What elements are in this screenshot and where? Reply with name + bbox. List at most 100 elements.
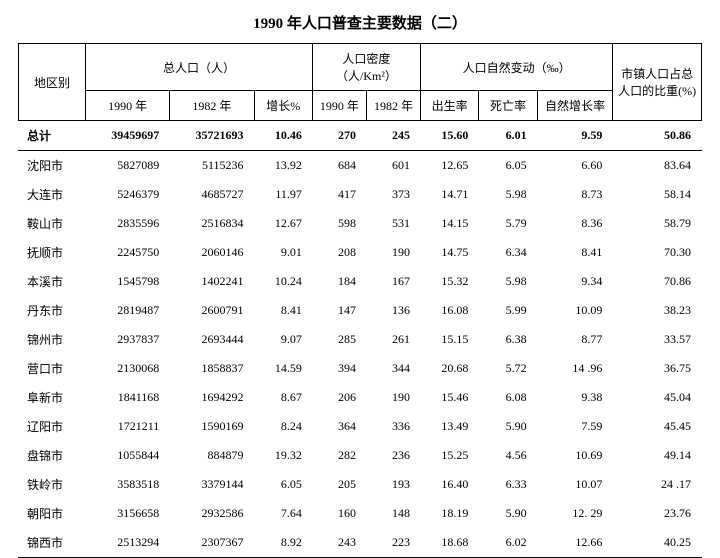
cell-pop1990: 1841168 (85, 383, 169, 412)
cell-pop1990: 2513294 (85, 528, 169, 558)
cell-pop1982: 884879 (170, 441, 254, 470)
cell-den1982: 190 (366, 383, 420, 412)
cell-death: 5.99 (479, 296, 537, 325)
table-row: 鞍山市2835596251683412.6759853114.155.798.3… (19, 209, 702, 238)
cell-urban: 50.86 (613, 121, 702, 151)
cell-pop1990: 39459697 (85, 121, 169, 151)
cell-pop1990: 2937837 (85, 325, 169, 354)
cell-den1990: 394 (312, 354, 366, 383)
cell-den1982: 344 (366, 354, 420, 383)
cell-urban: 49.14 (613, 441, 702, 470)
cell-region: 阜新市 (19, 383, 86, 412)
cell-den1990: 243 (312, 528, 366, 558)
table-body: 总计394596973572169310.4627024515.606.019.… (19, 121, 702, 558)
cell-birth: 16.40 (420, 470, 478, 499)
header-density: 人口密度 （人/Km²） (312, 44, 420, 91)
cell-death: 5.90 (479, 412, 537, 441)
cell-region: 辽阳市 (19, 412, 86, 441)
cell-pop1990: 1721211 (85, 412, 169, 441)
cell-region: 本溪市 (19, 267, 86, 296)
cell-death: 6.02 (479, 528, 537, 558)
cell-birth: 14.75 (420, 238, 478, 267)
cell-den1982: 245 (366, 121, 420, 151)
cell-death: 6.38 (479, 325, 537, 354)
cell-birth: 14.15 (420, 209, 478, 238)
cell-natinc: 14 .96 (537, 354, 613, 383)
header-natural-change: 人口自然变动（‰） (420, 44, 612, 91)
cell-den1982: 193 (366, 470, 420, 499)
cell-urban: 45.45 (613, 412, 702, 441)
cell-pop1982: 2932586 (170, 499, 254, 528)
cell-den1982: 148 (366, 499, 420, 528)
table-title: 1990 年人口普查主要数据（二） (18, 12, 702, 33)
table-row: 阜新市184116816942928.6720619015.466.089.38… (19, 383, 702, 412)
cell-pop1990: 1055844 (85, 441, 169, 470)
header-urban-share: 市镇人口占总 人口的比重(%) (613, 44, 702, 121)
cell-den1982: 136 (366, 296, 420, 325)
cell-growth: 11.97 (254, 180, 312, 209)
table-row: 朝阳市315665829325867.6416014818.195.9012. … (19, 499, 702, 528)
cell-region: 大连市 (19, 180, 86, 209)
cell-death: 6.34 (479, 238, 537, 267)
cell-death: 5.98 (479, 180, 537, 209)
cell-den1990: 147 (312, 296, 366, 325)
cell-death: 6.01 (479, 121, 537, 151)
cell-death: 5.79 (479, 209, 537, 238)
cell-pop1982: 1590169 (170, 412, 254, 441)
table-row: 锦州市293783726934449.0728526115.156.388.77… (19, 325, 702, 354)
cell-urban: 38.23 (613, 296, 702, 325)
cell-pop1982: 2307367 (170, 528, 254, 558)
cell-urban: 58.79 (613, 209, 702, 238)
cell-growth: 8.67 (254, 383, 312, 412)
cell-pop1990: 5827089 (85, 151, 169, 181)
cell-growth: 13.92 (254, 151, 312, 181)
cell-urban: 83.64 (613, 151, 702, 181)
cell-death: 6.08 (479, 383, 537, 412)
cell-growth: 12.67 (254, 209, 312, 238)
cell-den1990: 160 (312, 499, 366, 528)
cell-region: 鞍山市 (19, 209, 86, 238)
table-row: 丹东市281948726007918.4114713616.085.9910.0… (19, 296, 702, 325)
header-den-1990: 1990 年 (312, 91, 366, 121)
cell-den1990: 205 (312, 470, 366, 499)
cell-growth: 9.01 (254, 238, 312, 267)
table-row: 锦西市251329423073678.9224322318.686.0212.6… (19, 528, 702, 558)
cell-birth: 15.25 (420, 441, 478, 470)
header-den-1982: 1982 年 (366, 91, 420, 121)
cell-pop1982: 1694292 (170, 383, 254, 412)
cell-urban: 33.57 (613, 325, 702, 354)
cell-region: 营口市 (19, 354, 86, 383)
cell-region: 锦州市 (19, 325, 86, 354)
cell-pop1990: 1545798 (85, 267, 169, 296)
header-death-rate: 死亡率 (479, 91, 537, 121)
table-row: 本溪市1545798140224110.2418416715.325.989.3… (19, 267, 702, 296)
cell-birth: 15.60 (420, 121, 478, 151)
cell-den1982: 223 (366, 528, 420, 558)
cell-den1982: 236 (366, 441, 420, 470)
cell-urban: 40.25 (613, 528, 702, 558)
cell-den1990: 598 (312, 209, 366, 238)
cell-region: 盘锦市 (19, 441, 86, 470)
cell-growth: 7.64 (254, 499, 312, 528)
cell-pop1982: 4685727 (170, 180, 254, 209)
header-pop-1982: 1982 年 (170, 91, 254, 121)
cell-pop1990: 2130068 (85, 354, 169, 383)
table-row: 营口市2130068185883714.5939434420.685.7214 … (19, 354, 702, 383)
cell-den1982: 167 (366, 267, 420, 296)
cell-natinc: 8.77 (537, 325, 613, 354)
cell-birth: 16.08 (420, 296, 478, 325)
cell-growth: 8.41 (254, 296, 312, 325)
table-row: 沈阳市5827089511523613.9268460112.656.056.6… (19, 151, 702, 181)
table-row: 铁岭市358351833791446.0520519316.406.3310.0… (19, 470, 702, 499)
cell-urban: 70.86 (613, 267, 702, 296)
cell-den1982: 601 (366, 151, 420, 181)
cell-region: 铁岭市 (19, 470, 86, 499)
cell-natinc: 9.38 (537, 383, 613, 412)
cell-growth: 10.46 (254, 121, 312, 151)
cell-birth: 15.46 (420, 383, 478, 412)
cell-den1990: 684 (312, 151, 366, 181)
table-row: 抚顺市224575020601469.0120819014.756.348.41… (19, 238, 702, 267)
cell-birth: 13.49 (420, 412, 478, 441)
cell-den1982: 261 (366, 325, 420, 354)
cell-urban: 58.14 (613, 180, 702, 209)
